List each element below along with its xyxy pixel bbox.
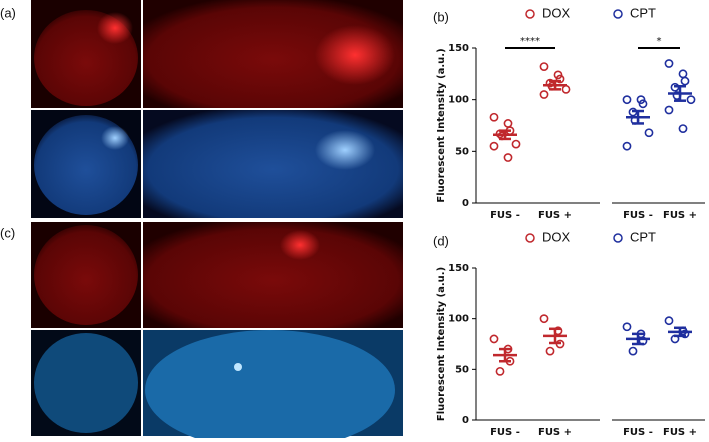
y-axis-label: Fluorescent Intensity (a.u.) <box>436 267 447 421</box>
x-tick-label: FUS - <box>490 427 520 438</box>
y-axis-label: Fluorescent Intensity (a.u.) <box>436 48 447 202</box>
y-tick-label: 0 <box>462 198 469 209</box>
x-tick-label: FUS - <box>490 210 520 221</box>
data-point <box>489 141 499 151</box>
data-point <box>680 76 690 86</box>
legend-label: DOX <box>542 229 571 244</box>
data-point <box>489 334 499 344</box>
data-point <box>511 139 521 149</box>
panel-label: (c) <box>0 225 15 240</box>
data-point <box>495 366 505 376</box>
x-tick-label: FUS - <box>623 210 653 221</box>
data-point <box>503 119 513 128</box>
data-point <box>636 95 646 105</box>
panel-label: (d) <box>433 233 449 248</box>
microscopy-images <box>31 0 403 442</box>
data-point <box>678 124 688 134</box>
y-tick-label: 0 <box>462 415 469 426</box>
y-tick-label: 50 <box>455 146 469 157</box>
y-tick-label: 150 <box>448 263 469 274</box>
data-point <box>539 62 549 71</box>
legend-label: CPT <box>630 229 656 244</box>
data-point <box>539 314 549 324</box>
data-point <box>622 95 632 105</box>
x-tick-label: FUS - <box>623 427 653 438</box>
legend-marker <box>525 9 535 19</box>
panel-label: (a) <box>0 5 16 20</box>
data-point <box>545 346 555 356</box>
data-point <box>553 70 563 80</box>
x-tick-label: FUS + <box>663 210 697 221</box>
data-point <box>678 69 688 79</box>
panel-label: (b) <box>433 9 449 24</box>
data-point <box>638 99 648 109</box>
data-point <box>680 329 690 339</box>
y-tick-label: 100 <box>448 314 469 325</box>
data-point <box>664 59 674 68</box>
data-point <box>628 346 638 356</box>
significance-label: * <box>657 36 662 47</box>
y-tick-label: 150 <box>448 43 469 54</box>
data-point <box>664 316 674 326</box>
x-tick-label: FUS + <box>538 427 572 438</box>
data-point <box>686 95 696 105</box>
data-point <box>489 112 499 122</box>
data-point <box>622 141 632 151</box>
legend-marker <box>613 9 623 19</box>
legend-marker <box>613 233 623 243</box>
x-tick-label: FUS + <box>663 427 697 438</box>
data-point <box>503 153 513 162</box>
legend-label: DOX <box>542 5 571 20</box>
legend-label: CPT <box>630 5 656 20</box>
data-point <box>644 128 654 138</box>
y-tick-label: 100 <box>448 95 469 106</box>
legend-marker <box>525 233 535 243</box>
data-point <box>555 74 565 84</box>
data-point <box>561 84 571 94</box>
significance-label: **** <box>520 36 540 47</box>
y-tick-label: 50 <box>455 364 469 375</box>
data-point <box>664 105 674 115</box>
x-tick-label: FUS + <box>538 210 572 221</box>
data-point <box>539 90 549 99</box>
data-point <box>622 322 632 332</box>
